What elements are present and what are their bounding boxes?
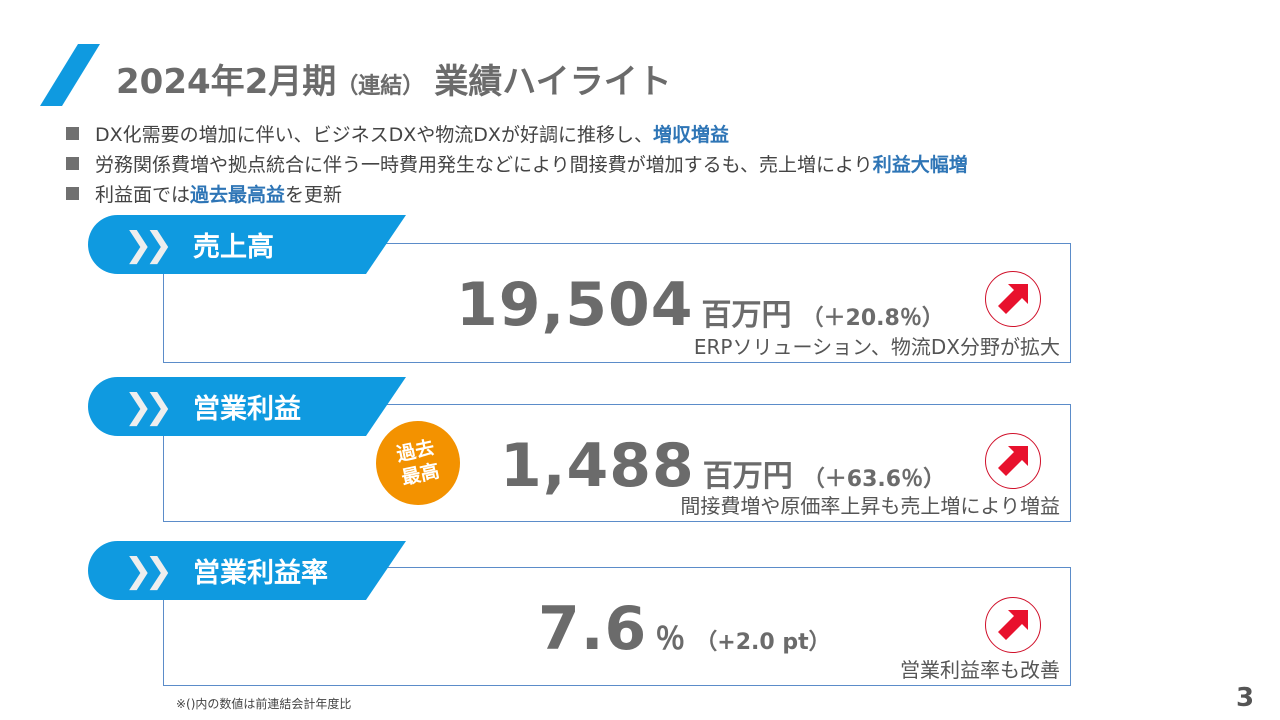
card-value-row: 7.6 ％ （+2.0 pt） <box>538 594 831 664</box>
double-chevron-icon: ❯❯ <box>124 550 165 591</box>
page-title: 2024年2月期（連結） 業績ハイライト <box>116 54 672 103</box>
card-change: （＋20.8％） <box>801 306 944 331</box>
card-operating-profit: 間接費増や原価率上昇も売上増により増益 <box>163 404 1071 522</box>
bullet-highlight: 増収増益 <box>652 123 729 146</box>
up-arrow-icon <box>985 433 1041 489</box>
card-header-operating-margin: ❯❯ 営業利益率 <box>88 541 406 600</box>
bullet-highlight: 利益大幅増 <box>872 153 968 176</box>
card-note: ERPソリューション、物流DX分野が拡大 <box>693 335 1060 359</box>
title-main: 2024年2月期 <box>116 62 337 102</box>
card-header-operating-profit: ❯❯ 営業利益 <box>88 377 406 436</box>
card-label: 営業利益率 <box>192 558 328 589</box>
double-chevron-icon: ❯❯ <box>124 224 165 265</box>
bullet-text: DX化需要の増加に伴い、ビジネスDXや物流DXが好調に推移し、 <box>95 123 653 146</box>
card-change: （+2.0 pt） <box>695 630 831 655</box>
title-tail: 業績ハイライト <box>434 62 672 102</box>
square-bullet-icon <box>66 156 79 170</box>
bullet-item: DX化需要の増加に伴い、ビジネスDXや物流DXが好調に推移し、 増収増益 <box>66 118 968 148</box>
card-value: 7.6 <box>538 594 648 664</box>
card-value: 19,504 <box>456 270 694 340</box>
bullet-item: 労務関係費増や拠点統合に伴う一時費用発生などにより間接費が増加するも、売上増によ… <box>66 148 968 178</box>
card-unit: ％ <box>655 622 686 657</box>
card-value-row: 1,488 百万円 （＋63.6％） <box>500 431 945 501</box>
card-unit: 百万円 <box>702 459 793 494</box>
bullet-item: 利益面では 過去最高益 を更新 <box>66 178 968 208</box>
card-change: （＋63.6％） <box>802 467 946 492</box>
footnote: ※()内の数値は前連結会計年度比 <box>176 697 352 711</box>
badge-text: 過去 最高 <box>394 436 442 490</box>
square-bullet-icon <box>66 186 79 200</box>
up-arrow-icon <box>985 597 1041 653</box>
page-number: 3 <box>1236 683 1255 713</box>
bullet-highlight: 過去最高益 <box>190 183 286 206</box>
title-accent-slash <box>40 44 100 106</box>
card-label: 営業利益 <box>192 394 301 425</box>
card-note: 間接費増や原価率上昇も売上増により増益 <box>680 494 1060 518</box>
bullet-list: DX化需要の増加に伴い、ビジネスDXや物流DXが好調に推移し、 増収増益 労務関係… <box>66 118 968 208</box>
card-value-row: 19,504 百万円 （＋20.8％） <box>456 270 944 340</box>
bullet-text: 利益面では <box>95 183 191 206</box>
double-chevron-icon: ❯❯ <box>124 386 165 427</box>
square-bullet-icon <box>66 126 79 140</box>
card-unit: 百万円 <box>701 298 792 333</box>
card-label: 売上高 <box>192 232 274 263</box>
bullet-text: 労務関係費増や拠点統合に伴う一時費用発生などにより間接費が増加するも、売上増によ… <box>95 153 873 176</box>
card-value: 1,488 <box>500 431 695 501</box>
card-header-sales: ❯❯ 売上高 <box>88 215 406 274</box>
card-note: 営業利益率も改善 <box>900 658 1060 682</box>
bullet-text-after: を更新 <box>285 183 343 206</box>
up-arrow-icon <box>985 271 1041 327</box>
title-sub: （連結） <box>336 74 425 99</box>
